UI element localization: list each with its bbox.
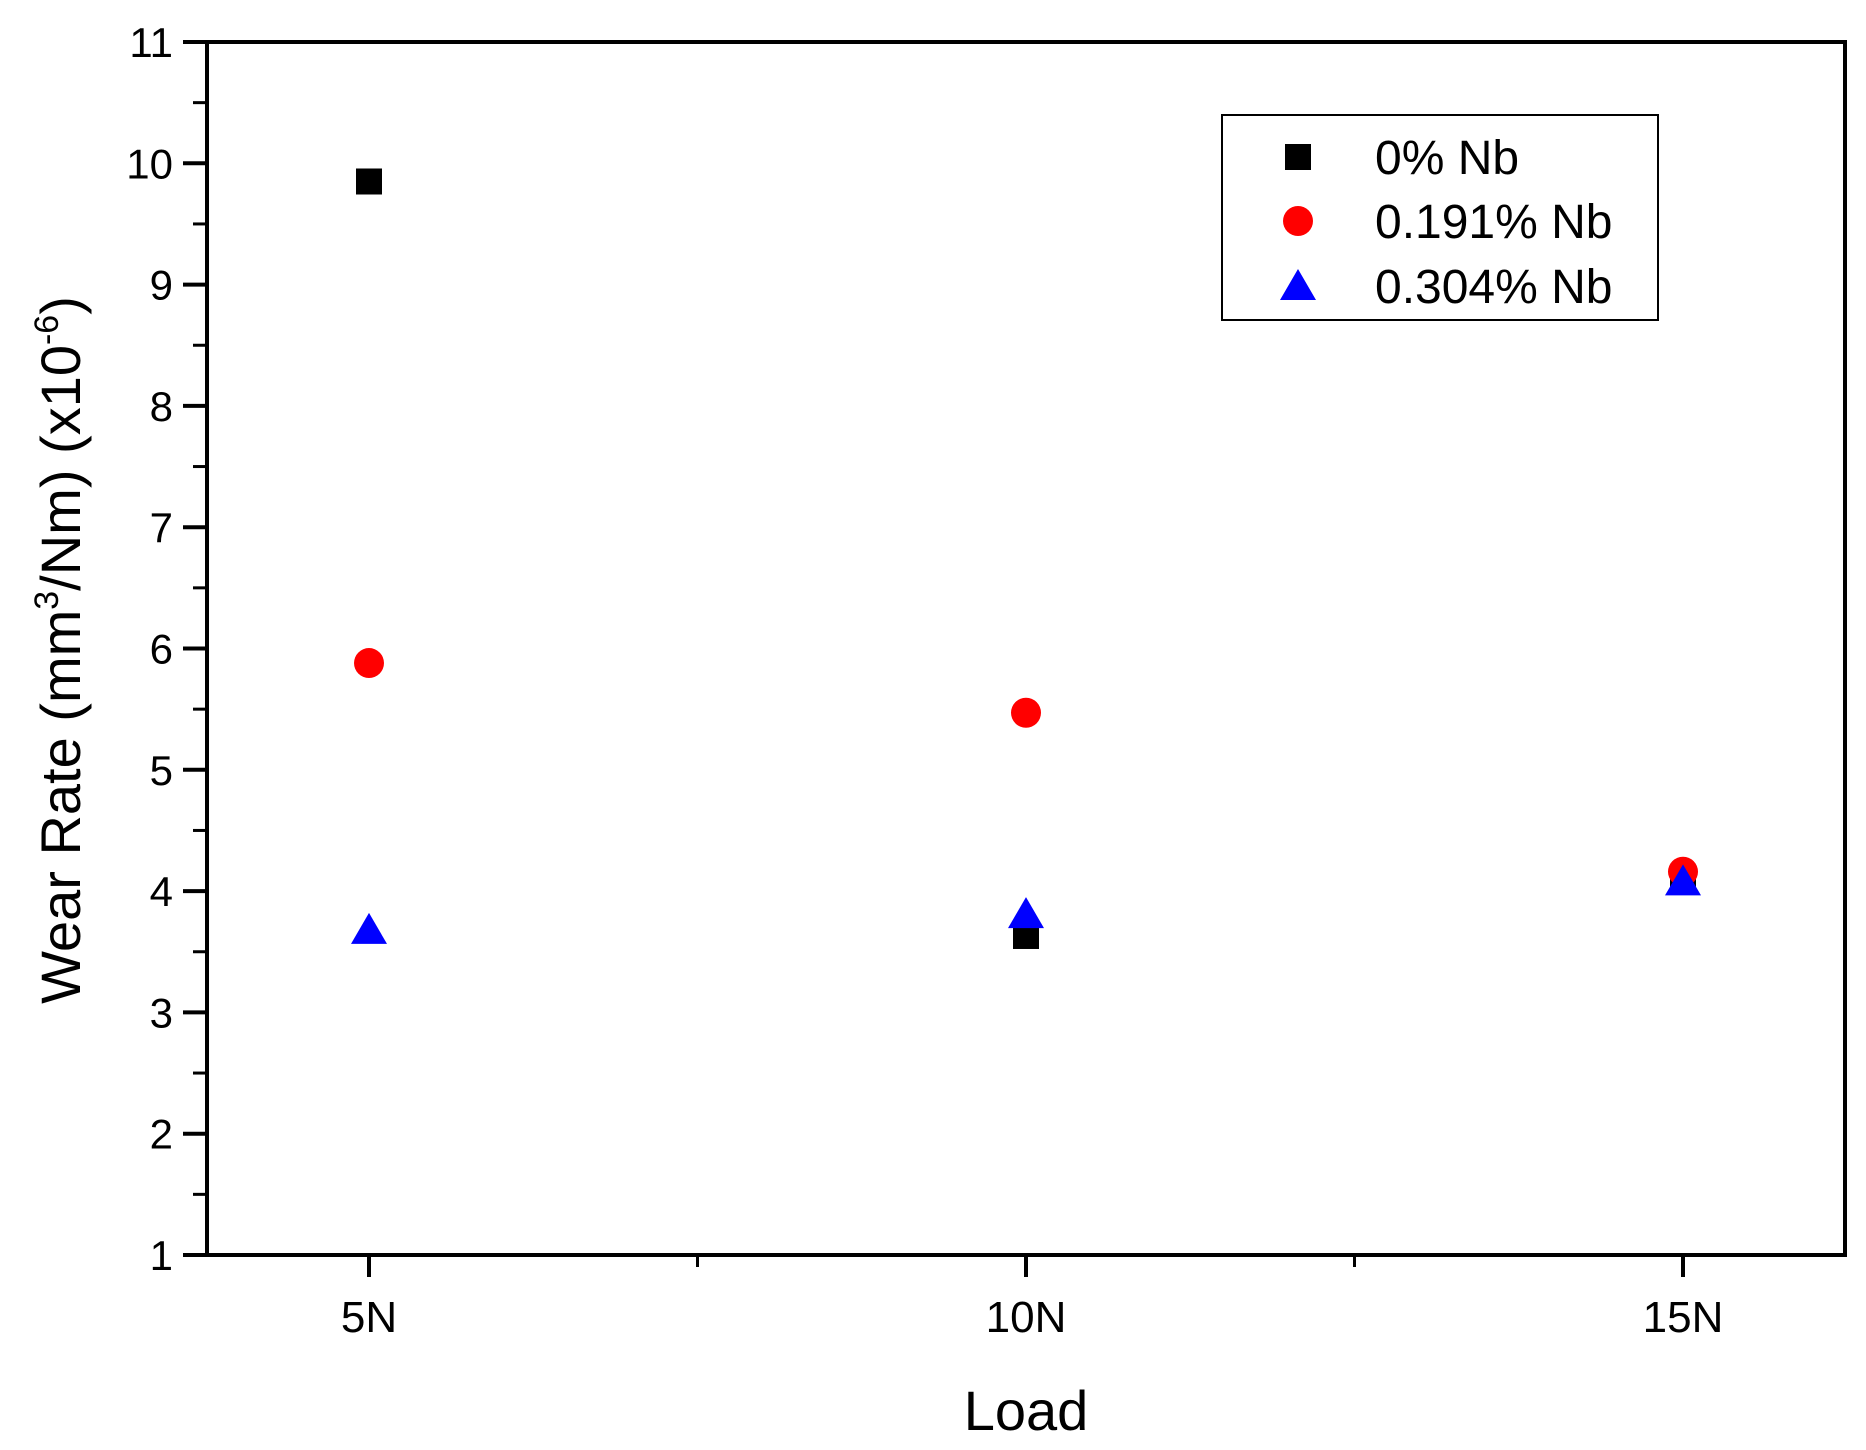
data-point-triangle bbox=[351, 912, 387, 944]
data-markers bbox=[351, 168, 1701, 949]
y-tick-label: 7 bbox=[150, 504, 173, 551]
legend-triangle-marker bbox=[1280, 269, 1316, 300]
legend-items: 0% Nb 0.191% Nb 0.304% Nb bbox=[1280, 132, 1613, 314]
data-point-triangle bbox=[1665, 864, 1701, 896]
y-tick-label: 3 bbox=[150, 989, 173, 1036]
y-tick-label: 10 bbox=[126, 140, 173, 187]
legend-label: 0.191% Nb bbox=[1375, 196, 1613, 249]
data-point-circle bbox=[354, 648, 384, 679]
legend-label: 0.304% Nb bbox=[1375, 261, 1613, 314]
y-tick-label: 5 bbox=[150, 747, 173, 794]
x-tick-label: 15N bbox=[1643, 1293, 1724, 1342]
y-tick-label: 4 bbox=[150, 868, 173, 915]
y-axis-title-prefix: Wear Rate (mm bbox=[29, 610, 92, 1004]
y-axis-title-middle: /Nm) (x10 bbox=[29, 345, 92, 591]
y-axis-title-sup-exp: -6 bbox=[28, 315, 66, 345]
x-tick-label: 5N bbox=[341, 1293, 397, 1342]
y-tick-label: 11 bbox=[129, 19, 173, 66]
data-point-circle bbox=[1011, 697, 1041, 728]
y-tick-label: 1 bbox=[150, 1232, 173, 1279]
y-axis-title-sup-3: 3 bbox=[28, 591, 66, 610]
y-axis-title: Wear Rate (mm3/Nm) (x10-6) bbox=[28, 296, 92, 1004]
y-axis-title-suffix: ) bbox=[29, 296, 92, 315]
y-tick-label: 8 bbox=[150, 383, 173, 430]
y-tick-label: 9 bbox=[150, 262, 173, 309]
legend-square-marker bbox=[1285, 144, 1311, 170]
legend-label: 0% Nb bbox=[1375, 132, 1519, 185]
legend-circle-marker bbox=[1283, 206, 1313, 236]
x-axis-title: Load bbox=[964, 1379, 1089, 1442]
y-tick-label: 6 bbox=[150, 626, 173, 673]
x-tick-label: 10N bbox=[986, 1293, 1067, 1342]
data-point-square bbox=[356, 168, 382, 195]
y-tick-label: 2 bbox=[150, 1111, 173, 1158]
legend: 0% Nb 0.191% Nb 0.304% Nb bbox=[1221, 114, 1659, 321]
data-point-triangle bbox=[1008, 897, 1044, 929]
x-axis-ticks: 5N 10N 15N bbox=[341, 1255, 1723, 1342]
y-axis-ticks: 1 2 3 4 5 6 7 8 9 10 11 bbox=[126, 19, 207, 1279]
